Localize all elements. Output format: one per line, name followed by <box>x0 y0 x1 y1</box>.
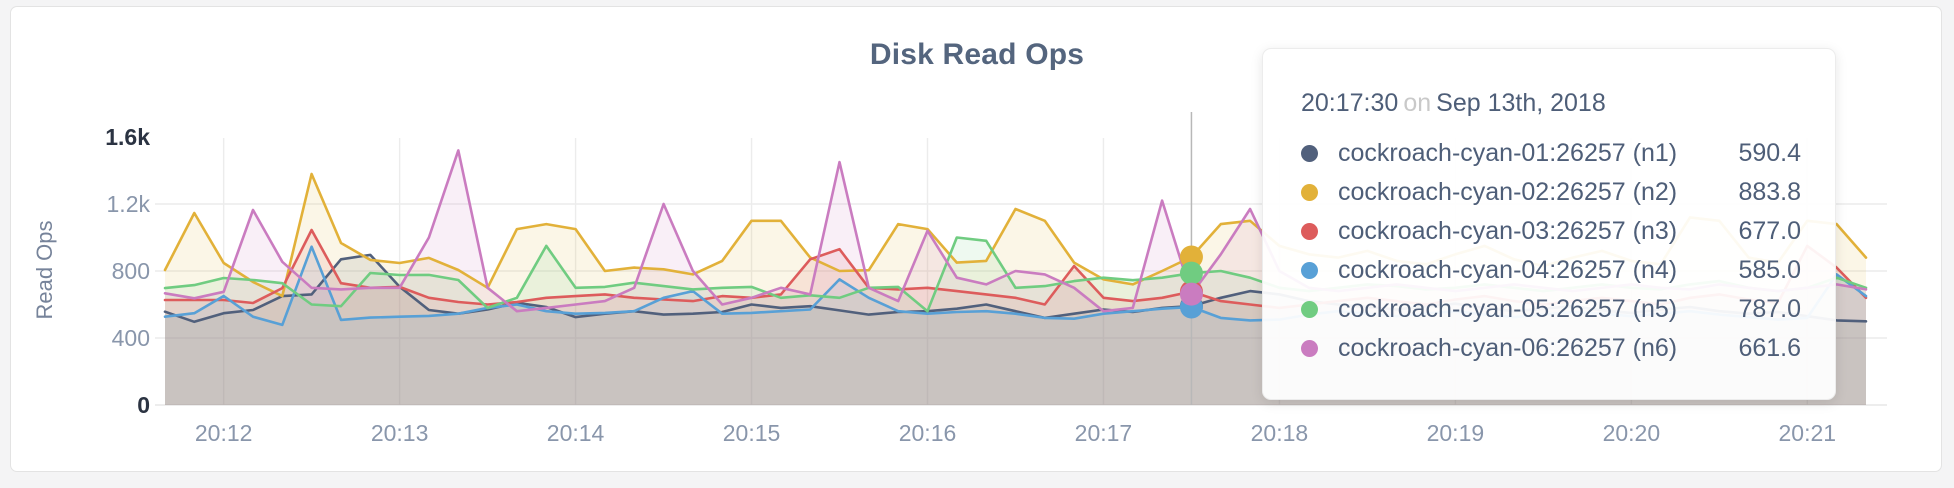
series-color-dot <box>1301 184 1318 201</box>
chart-title: Disk Read Ops <box>869 38 1085 71</box>
x-tick-label: 20:12 <box>195 420 253 446</box>
x-tick-label: 20:16 <box>899 420 957 446</box>
x-tick-label: 20:15 <box>723 420 781 446</box>
tooltip-row: cockroach-cyan-05:26257 (n5) 787.0 <box>1301 290 1801 329</box>
tooltip-header: 20:17:30 on Sep 13th, 2018 <box>1301 89 1801 118</box>
series-name: cockroach-cyan-06:26257 (n6) <box>1338 334 1678 362</box>
x-tick-label: 20:13 <box>371 420 429 446</box>
x-tick-label: 20:20 <box>1603 420 1661 446</box>
series-value: 677.0 <box>1738 217 1801 245</box>
tooltip-rows: cockroach-cyan-01:26257 (n1) 590.4 cockroa… <box>1301 134 1801 368</box>
x-tick-label: 20:17 <box>1075 420 1133 446</box>
series-name: cockroach-cyan-05:26257 (n5) <box>1338 295 1678 323</box>
tooltip-row: cockroach-cyan-06:26257 (n6) 661.6 <box>1301 329 1801 368</box>
tooltip-row: cockroach-cyan-03:26257 (n3) 677.0 <box>1301 212 1801 251</box>
tooltip-row: cockroach-cyan-04:26257 (n4) 585.0 <box>1301 251 1801 290</box>
y-tick-label: 800 <box>112 258 150 284</box>
hover-point-n5 <box>1179 261 1203 285</box>
series-value: 585.0 <box>1738 256 1801 284</box>
series-color-dot <box>1301 223 1318 240</box>
hover-tooltip: 20:17:30 on Sep 13th, 2018 cockroach-cyan-… <box>1262 48 1836 400</box>
series-name: cockroach-cyan-04:26257 (n4) <box>1338 256 1678 284</box>
hover-point-n2 <box>1179 245 1203 269</box>
series-value: 883.8 <box>1738 178 1801 206</box>
hover-point-n6 <box>1179 282 1203 306</box>
x-tick-label: 20:14 <box>547 420 605 446</box>
tooltip-date: Sep 13th, 2018 <box>1436 89 1606 117</box>
tooltip-row: cockroach-cyan-01:26257 (n1) 590.4 <box>1301 134 1801 173</box>
series-value: 787.0 <box>1738 295 1801 323</box>
tooltip-connector: on <box>1403 89 1432 117</box>
series-value: 661.6 <box>1738 334 1801 362</box>
series-name: cockroach-cyan-01:26257 (n1) <box>1338 139 1678 167</box>
series-name: cockroach-cyan-03:26257 (n3) <box>1338 217 1678 245</box>
y-tick-label: 1.2k <box>107 191 151 217</box>
series-value: 590.4 <box>1738 139 1801 167</box>
x-tick-label: 20:19 <box>1427 420 1485 446</box>
series-color-dot <box>1301 301 1318 318</box>
series-name: cockroach-cyan-02:26257 (n2) <box>1338 178 1678 206</box>
x-tick-label: 20:21 <box>1779 420 1837 446</box>
series-color-dot <box>1301 340 1318 357</box>
tooltip-time: 20:17:30 <box>1301 89 1399 117</box>
y-axis-title: Read Ops <box>32 220 57 319</box>
y-tick-label: 0 <box>137 392 150 418</box>
x-tick-label: 20:18 <box>1251 420 1309 446</box>
tooltip-row: cockroach-cyan-02:26257 (n2) 883.8 <box>1301 173 1801 212</box>
y-tick-label: 400 <box>112 325 150 351</box>
series-color-dot <box>1301 145 1318 162</box>
series-color-dot <box>1301 262 1318 279</box>
y-tick-label: 1.6k <box>105 124 150 150</box>
